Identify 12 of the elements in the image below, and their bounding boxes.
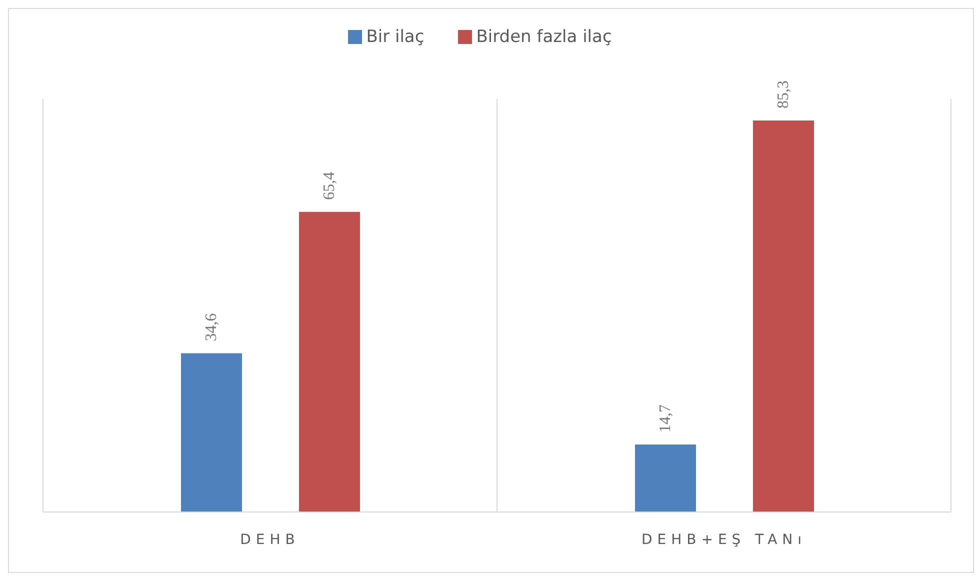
bar (299, 212, 360, 512)
data-label: 65,4 (321, 172, 338, 200)
x-tick-label: DEHB (240, 532, 300, 548)
bar (635, 444, 696, 512)
bar (181, 353, 242, 512)
data-label: 14,7 (657, 404, 674, 433)
legend-label: Bir ilaç (366, 27, 424, 47)
data-label: 34,6 (203, 313, 220, 342)
data-label: 85,3 (775, 80, 792, 109)
x-tick-label: DEHB+EŞ TANı (641, 532, 807, 548)
legend-label: Birden fazla ilaç (476, 27, 612, 47)
bar (753, 120, 814, 512)
